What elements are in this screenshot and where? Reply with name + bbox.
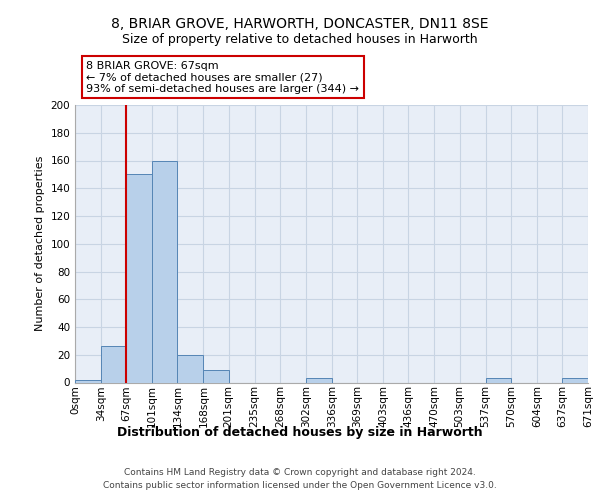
Bar xyxy=(152,160,178,382)
Bar xyxy=(178,355,203,382)
Text: Contains HM Land Registry data © Crown copyright and database right 2024.: Contains HM Land Registry data © Crown c… xyxy=(124,468,476,477)
Text: Contains public sector information licensed under the Open Government Licence v3: Contains public sector information licen… xyxy=(103,482,497,490)
Y-axis label: Number of detached properties: Number of detached properties xyxy=(35,156,45,332)
Bar xyxy=(101,346,126,382)
Text: 8 BRIAR GROVE: 67sqm
← 7% of detached houses are smaller (27)
93% of semi-detach: 8 BRIAR GROVE: 67sqm ← 7% of detached ho… xyxy=(86,60,359,94)
Bar xyxy=(75,380,101,382)
Bar xyxy=(126,174,152,382)
Bar xyxy=(562,378,588,382)
Text: Distribution of detached houses by size in Harworth: Distribution of detached houses by size … xyxy=(117,426,483,439)
Text: Size of property relative to detached houses in Harworth: Size of property relative to detached ho… xyxy=(122,32,478,46)
Bar xyxy=(203,370,229,382)
Text: 8, BRIAR GROVE, HARWORTH, DONCASTER, DN11 8SE: 8, BRIAR GROVE, HARWORTH, DONCASTER, DN1… xyxy=(111,18,489,32)
Bar xyxy=(306,378,332,382)
Bar xyxy=(485,378,511,382)
